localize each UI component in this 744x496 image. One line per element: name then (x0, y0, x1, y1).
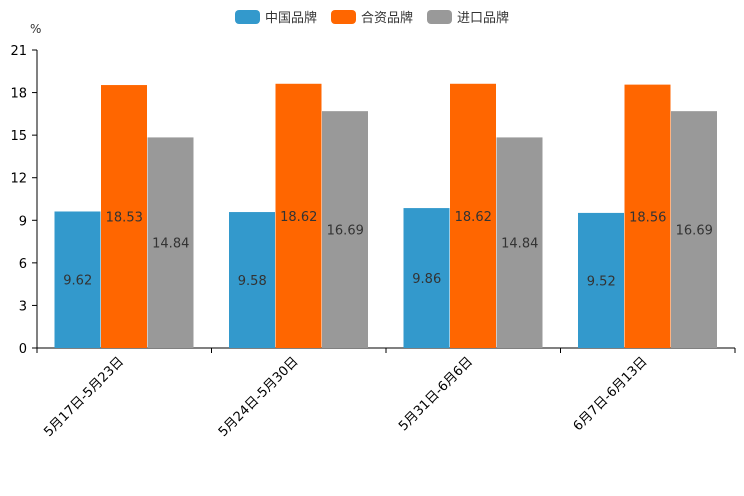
bar-value-label: 9.86 (412, 272, 441, 287)
bar (671, 111, 717, 348)
y-tick-label: 15 (10, 129, 27, 144)
x-tick-label: 5月17日-5月23日 (41, 354, 127, 440)
legend-item-series-0[interactable]: 中国品牌 (234, 7, 317, 26)
legend-swatch-series-1 (330, 9, 356, 24)
y-tick-label: 6 (19, 257, 27, 272)
legend-item-series-1[interactable]: 合资品牌 (330, 7, 413, 26)
bar-value-label: 9.52 (587, 274, 616, 289)
y-tick-label: 21 (10, 44, 27, 59)
y-axis-unit: % (30, 22, 42, 36)
bar (450, 83, 496, 349)
bar-value-label: 18.62 (455, 210, 492, 225)
bar-value-label: 9.62 (63, 274, 92, 289)
bar-value-label: 16.69 (327, 224, 364, 239)
bar-value-label: 9.58 (238, 274, 267, 289)
bar-value-label: 14.84 (152, 237, 189, 252)
legend-swatch-series-0 (234, 9, 260, 24)
bar (403, 208, 450, 348)
legend-label-series-1: 合资品牌 (360, 11, 413, 26)
bar (578, 212, 624, 348)
legend-swatch-series-2 (427, 9, 452, 24)
bar (54, 211, 101, 348)
y-tick-label: 3 (19, 299, 27, 314)
bar (147, 137, 194, 348)
x-tick-label: 5月31日-6月6日 (396, 354, 476, 434)
bar (101, 85, 147, 348)
chart-legend: 中国品牌 合资品牌 进口品牌 (0, 7, 744, 26)
y-tick-label: 0 (19, 342, 27, 357)
legend-item-series-2[interactable]: 进口品牌 (427, 7, 509, 26)
x-tick-label: 6月7日-6月13日 (571, 354, 651, 434)
y-tick-label: 12 (10, 172, 27, 187)
bar (275, 83, 322, 349)
y-tick-label: 9 (19, 214, 27, 229)
bar (229, 212, 275, 348)
bar-value-label: 18.62 (280, 210, 317, 225)
bar (496, 137, 543, 348)
legend-label-series-0: 中国品牌 (264, 11, 317, 26)
bar-value-label: 14.84 (501, 237, 538, 252)
bar-value-label: 18.53 (106, 211, 143, 226)
bar-value-label: 16.69 (676, 224, 713, 239)
y-tick-label: 18 (10, 87, 27, 102)
x-tick-label: 5月24日-5月30日 (216, 354, 302, 440)
bar (322, 111, 368, 348)
bar (624, 84, 671, 349)
bar-value-label: 18.56 (629, 210, 666, 225)
legend-label-series-2: 进口品牌 (457, 11, 510, 26)
